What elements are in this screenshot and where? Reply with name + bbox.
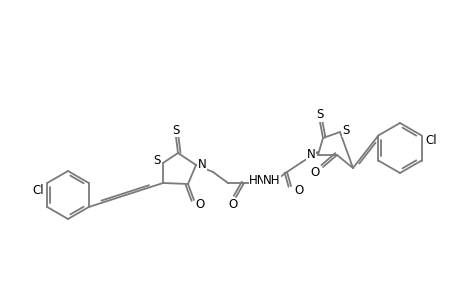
Text: N: N xyxy=(197,158,206,172)
Text: N: N xyxy=(306,148,315,161)
Text: O: O xyxy=(195,199,204,212)
Text: Cl: Cl xyxy=(425,134,437,147)
Text: S: S xyxy=(316,109,323,122)
Text: S: S xyxy=(172,124,179,136)
Text: NH: NH xyxy=(263,175,280,188)
Text: O: O xyxy=(294,184,303,197)
Text: Cl: Cl xyxy=(32,184,44,196)
Text: S: S xyxy=(153,154,160,167)
Text: O: O xyxy=(228,199,237,212)
Text: O: O xyxy=(310,166,319,178)
Text: HN: HN xyxy=(249,175,266,188)
Text: S: S xyxy=(341,124,349,136)
